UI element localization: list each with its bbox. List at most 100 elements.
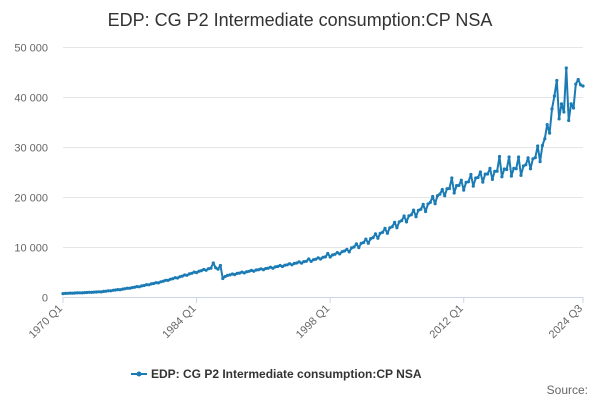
data-point[interactable] bbox=[545, 123, 549, 127]
data-point[interactable] bbox=[73, 291, 77, 295]
data-point[interactable] bbox=[342, 249, 347, 253]
data-point[interactable] bbox=[195, 271, 199, 275]
data-point[interactable] bbox=[433, 202, 437, 206]
data-point[interactable] bbox=[235, 271, 239, 275]
data-point[interactable] bbox=[228, 273, 232, 277]
data-point[interactable] bbox=[517, 155, 521, 159]
data-point[interactable] bbox=[340, 250, 344, 254]
data-point[interactable] bbox=[140, 284, 144, 288]
data-point[interactable] bbox=[109, 289, 113, 293]
data-point[interactable] bbox=[283, 263, 287, 267]
data-point[interactable] bbox=[524, 163, 528, 167]
data-point[interactable] bbox=[130, 286, 134, 290]
data-point[interactable] bbox=[125, 286, 129, 290]
data-point[interactable] bbox=[559, 102, 564, 106]
data-point[interactable] bbox=[366, 241, 370, 245]
data-point[interactable] bbox=[371, 236, 375, 240]
data-point[interactable] bbox=[414, 215, 418, 219]
data-point[interactable] bbox=[574, 82, 578, 86]
data-point[interactable] bbox=[364, 237, 368, 241]
data-point[interactable] bbox=[187, 272, 191, 276]
data-point[interactable] bbox=[390, 225, 394, 229]
data-point[interactable] bbox=[455, 184, 459, 188]
data-point[interactable] bbox=[409, 213, 413, 217]
data-point[interactable] bbox=[519, 173, 523, 177]
data-point[interactable] bbox=[581, 84, 585, 88]
data-point[interactable] bbox=[419, 207, 423, 211]
data-point[interactable] bbox=[407, 214, 411, 218]
data-point[interactable] bbox=[431, 194, 435, 199]
data-point[interactable] bbox=[369, 237, 373, 241]
data-point[interactable] bbox=[249, 268, 253, 272]
data-point[interactable] bbox=[273, 265, 277, 269]
data-point[interactable] bbox=[299, 261, 304, 265]
data-point[interactable] bbox=[512, 166, 516, 170]
data-point[interactable] bbox=[350, 246, 354, 250]
data-point[interactable] bbox=[245, 270, 249, 274]
data-point[interactable] bbox=[261, 268, 265, 272]
data-point[interactable] bbox=[569, 102, 573, 106]
data-point[interactable] bbox=[314, 257, 318, 261]
data-point[interactable] bbox=[102, 289, 106, 293]
data-point[interactable] bbox=[476, 175, 480, 180]
data-point[interactable] bbox=[378, 231, 382, 235]
data-point[interactable] bbox=[116, 288, 120, 292]
data-point[interactable] bbox=[99, 290, 103, 294]
data-point[interactable] bbox=[135, 285, 139, 289]
data-point[interactable] bbox=[440, 187, 444, 192]
data-point[interactable] bbox=[464, 180, 468, 184]
data-point[interactable] bbox=[178, 275, 182, 279]
data-point[interactable] bbox=[478, 170, 482, 174]
data-point[interactable] bbox=[80, 291, 84, 295]
data-point[interactable] bbox=[106, 289, 110, 293]
data-point[interactable] bbox=[216, 267, 220, 271]
data-point[interactable] bbox=[567, 118, 571, 123]
data-point[interactable] bbox=[206, 267, 211, 271]
data-point[interactable] bbox=[123, 287, 127, 291]
data-point[interactable] bbox=[509, 174, 513, 178]
data-point[interactable] bbox=[209, 266, 213, 270]
data-point[interactable] bbox=[297, 260, 301, 264]
data-point[interactable] bbox=[528, 167, 533, 171]
data-point[interactable] bbox=[571, 106, 576, 110]
data-point[interactable] bbox=[395, 226, 399, 230]
data-point[interactable] bbox=[242, 271, 246, 275]
data-point[interactable] bbox=[497, 154, 502, 159]
data-point[interactable] bbox=[381, 230, 385, 234]
data-point[interactable] bbox=[185, 273, 189, 277]
data-point[interactable] bbox=[128, 286, 132, 290]
data-point[interactable] bbox=[428, 200, 432, 204]
data-point[interactable] bbox=[507, 155, 511, 159]
data-point[interactable] bbox=[97, 290, 101, 294]
data-point[interactable] bbox=[505, 167, 509, 172]
data-point[interactable] bbox=[202, 267, 206, 272]
data-point[interactable] bbox=[335, 251, 339, 255]
data-point[interactable] bbox=[388, 226, 392, 230]
data-point[interactable] bbox=[500, 175, 504, 179]
data-point[interactable] bbox=[557, 117, 561, 121]
data-point[interactable] bbox=[543, 137, 547, 141]
data-point[interactable] bbox=[63, 291, 67, 295]
data-point[interactable] bbox=[493, 169, 497, 173]
data-point[interactable] bbox=[85, 290, 89, 295]
data-point[interactable] bbox=[338, 252, 342, 256]
data-point[interactable] bbox=[447, 186, 451, 191]
data-point[interactable] bbox=[111, 288, 115, 292]
data-point[interactable] bbox=[266, 266, 270, 270]
data-point[interactable] bbox=[552, 94, 557, 98]
data-point[interactable] bbox=[426, 202, 430, 206]
data-point[interactable] bbox=[268, 265, 273, 269]
data-point[interactable] bbox=[326, 251, 330, 256]
data-point[interactable] bbox=[254, 268, 258, 272]
data-point[interactable] bbox=[94, 290, 98, 294]
data-point[interactable] bbox=[540, 143, 545, 148]
data-point[interactable] bbox=[161, 279, 165, 283]
data-point[interactable] bbox=[483, 172, 487, 176]
data-point[interactable] bbox=[488, 166, 492, 170]
data-point[interactable] bbox=[466, 180, 471, 184]
data-point[interactable] bbox=[221, 276, 225, 281]
data-point[interactable] bbox=[376, 236, 380, 240]
data-point[interactable] bbox=[90, 290, 94, 294]
data-point[interactable] bbox=[445, 187, 449, 191]
data-point[interactable] bbox=[481, 180, 485, 184]
